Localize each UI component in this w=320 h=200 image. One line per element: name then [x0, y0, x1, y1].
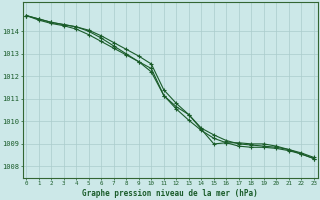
X-axis label: Graphe pression niveau de la mer (hPa): Graphe pression niveau de la mer (hPa): [82, 189, 258, 198]
